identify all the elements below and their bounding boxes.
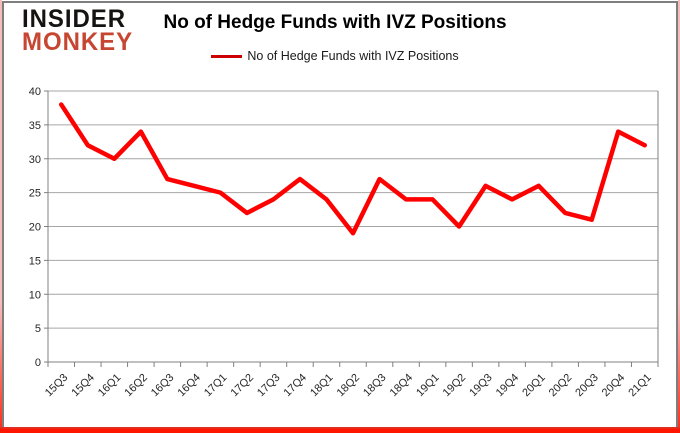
series-lines xyxy=(59,102,647,236)
x-tick-label: 21Q1 xyxy=(626,372,654,400)
x-tick-label: 20Q2 xyxy=(547,372,575,400)
legend-label: No of Hedge Funds with IVZ Positions xyxy=(247,49,459,63)
chart-title: No of Hedge Funds with IVZ Positions xyxy=(163,12,507,33)
x-tick-label: 17Q1 xyxy=(202,372,230,400)
x-tick-label: 16Q3 xyxy=(149,372,177,400)
tick-marks xyxy=(44,90,659,367)
x-tick-label: 15Q3 xyxy=(43,372,71,400)
y-tick-label: 15 xyxy=(29,255,41,267)
chart-legend: No of Hedge Funds with IVZ Positions xyxy=(10,49,660,63)
logo-text-monkey: MONKEY xyxy=(22,28,134,56)
x-tick-label: 19Q3 xyxy=(467,372,495,400)
y-tick-label: 40 xyxy=(29,86,41,98)
gridlines xyxy=(48,90,658,363)
x-tick-label: 17Q4 xyxy=(282,372,310,400)
series-line xyxy=(59,102,647,236)
y-tick-label: 35 xyxy=(29,120,41,132)
x-tick-label: 16Q4 xyxy=(175,372,203,400)
x-tick-label: 19Q4 xyxy=(494,372,522,400)
y-tick-label: 0 xyxy=(35,357,41,369)
x-tick-label: 20Q1 xyxy=(520,372,548,400)
y-tick-label: 30 xyxy=(29,154,41,166)
x-tick-label: 20Q4 xyxy=(600,372,628,400)
page-edge-right xyxy=(678,0,680,433)
x-tick-label: 18Q3 xyxy=(361,372,389,400)
y-tick-label: 5 xyxy=(35,323,41,335)
insider-monkey-logo: INSIDER MONKEY xyxy=(22,5,134,56)
x-tick-label: 19Q1 xyxy=(414,372,442,400)
y-tick-label: 25 xyxy=(29,188,41,200)
y-axis-labels: 0 5 10 15 20 25 30 35 40 xyxy=(29,86,41,369)
legend-line-swatch xyxy=(211,54,243,58)
x-tick-label: 18Q2 xyxy=(335,372,363,400)
axes xyxy=(47,91,659,367)
x-tick-label: 18Q4 xyxy=(388,372,416,400)
x-axis-labels: 15Q315Q416Q116Q216Q316Q417Q117Q217Q317Q4… xyxy=(43,372,654,400)
x-tick-label: 17Q3 xyxy=(255,372,283,400)
x-tick-label: 16Q1 xyxy=(96,372,124,400)
x-tick-label: 18Q1 xyxy=(308,372,336,400)
page-edge-bottom xyxy=(0,427,680,433)
y-tick-label: 10 xyxy=(29,289,41,301)
x-tick-label: 17Q2 xyxy=(229,372,257,400)
page-edge-left xyxy=(0,0,2,433)
x-tick-label: 16Q2 xyxy=(122,372,150,400)
x-tick-label: 20Q3 xyxy=(573,372,601,400)
x-tick-label: 15Q4 xyxy=(69,372,97,400)
logo-text-insider: INSIDER xyxy=(22,5,127,33)
x-tick-label: 19Q2 xyxy=(441,372,469,400)
y-tick-label: 20 xyxy=(29,222,41,234)
